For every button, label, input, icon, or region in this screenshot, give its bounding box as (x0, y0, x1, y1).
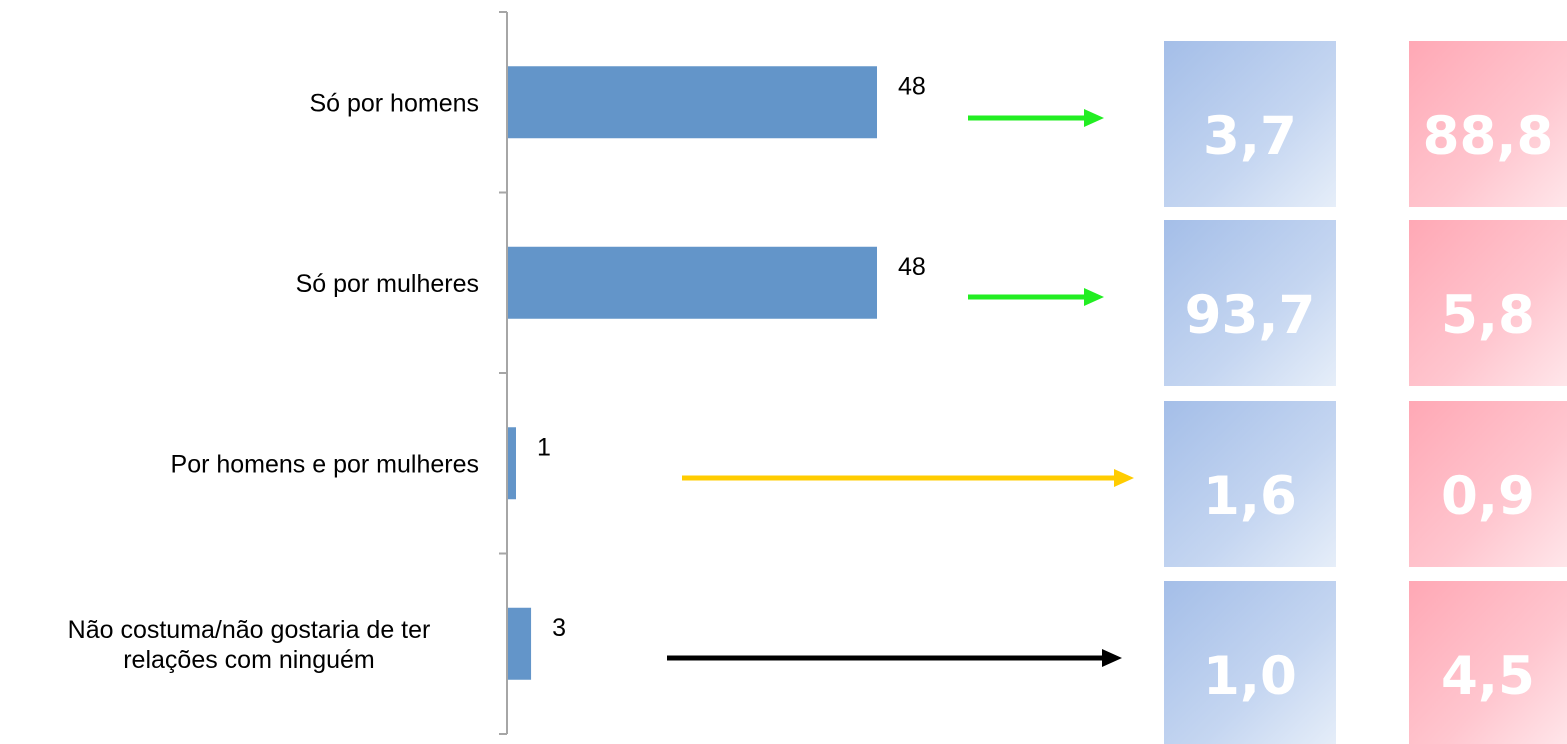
data-label: 1 (537, 433, 551, 461)
bar (508, 427, 516, 500)
data-label: 48 (898, 72, 926, 100)
data-label: 3 (552, 614, 566, 642)
bar (508, 607, 532, 680)
category-label: Só por mulheres (296, 270, 479, 298)
pink-box-value: 0,9 (1441, 466, 1535, 527)
bar (508, 66, 877, 139)
pink-value-box (1409, 401, 1567, 567)
blue-box-value: 3,7 (1203, 106, 1297, 167)
arrows (667, 109, 1134, 667)
pink-value-box (1409, 220, 1567, 386)
blue-box-value: 1,6 (1203, 466, 1297, 527)
arrow (968, 288, 1104, 306)
blue-value-box (1164, 401, 1336, 567)
data-label: 48 (898, 253, 926, 281)
pink-box-value: 88,8 (1423, 106, 1554, 167)
blue-box-value: 93,7 (1185, 285, 1316, 346)
pink-box-value: 5,8 (1441, 285, 1535, 346)
y-axis (499, 11, 508, 735)
value-boxes: 3,7 88,8 93,7 5,8 1,6 0,9 1,0 4,5 (1164, 41, 1567, 744)
blue-value-box (1164, 581, 1336, 744)
category-label: Só por homens (309, 89, 479, 117)
category-label: Por homens e por mulheres (171, 450, 479, 478)
blue-box-value: 1,0 (1203, 646, 1297, 707)
blue-value-box (1164, 220, 1336, 386)
arrow (682, 469, 1134, 487)
pink-value-box (1409, 41, 1567, 207)
bars (508, 66, 877, 680)
arrow (968, 109, 1104, 127)
category-labels: Só por homens Só por mulheres Por homens e… (68, 89, 479, 674)
pink-value-box (1409, 581, 1567, 744)
category-label: Não costuma/não gostaria de ter relações … (68, 616, 431, 674)
pink-box-value: 4,5 (1441, 646, 1535, 707)
arrow (667, 649, 1122, 667)
blue-value-box (1164, 41, 1336, 207)
data-labels: 48 48 1 3 (537, 72, 926, 642)
bar (508, 246, 877, 319)
